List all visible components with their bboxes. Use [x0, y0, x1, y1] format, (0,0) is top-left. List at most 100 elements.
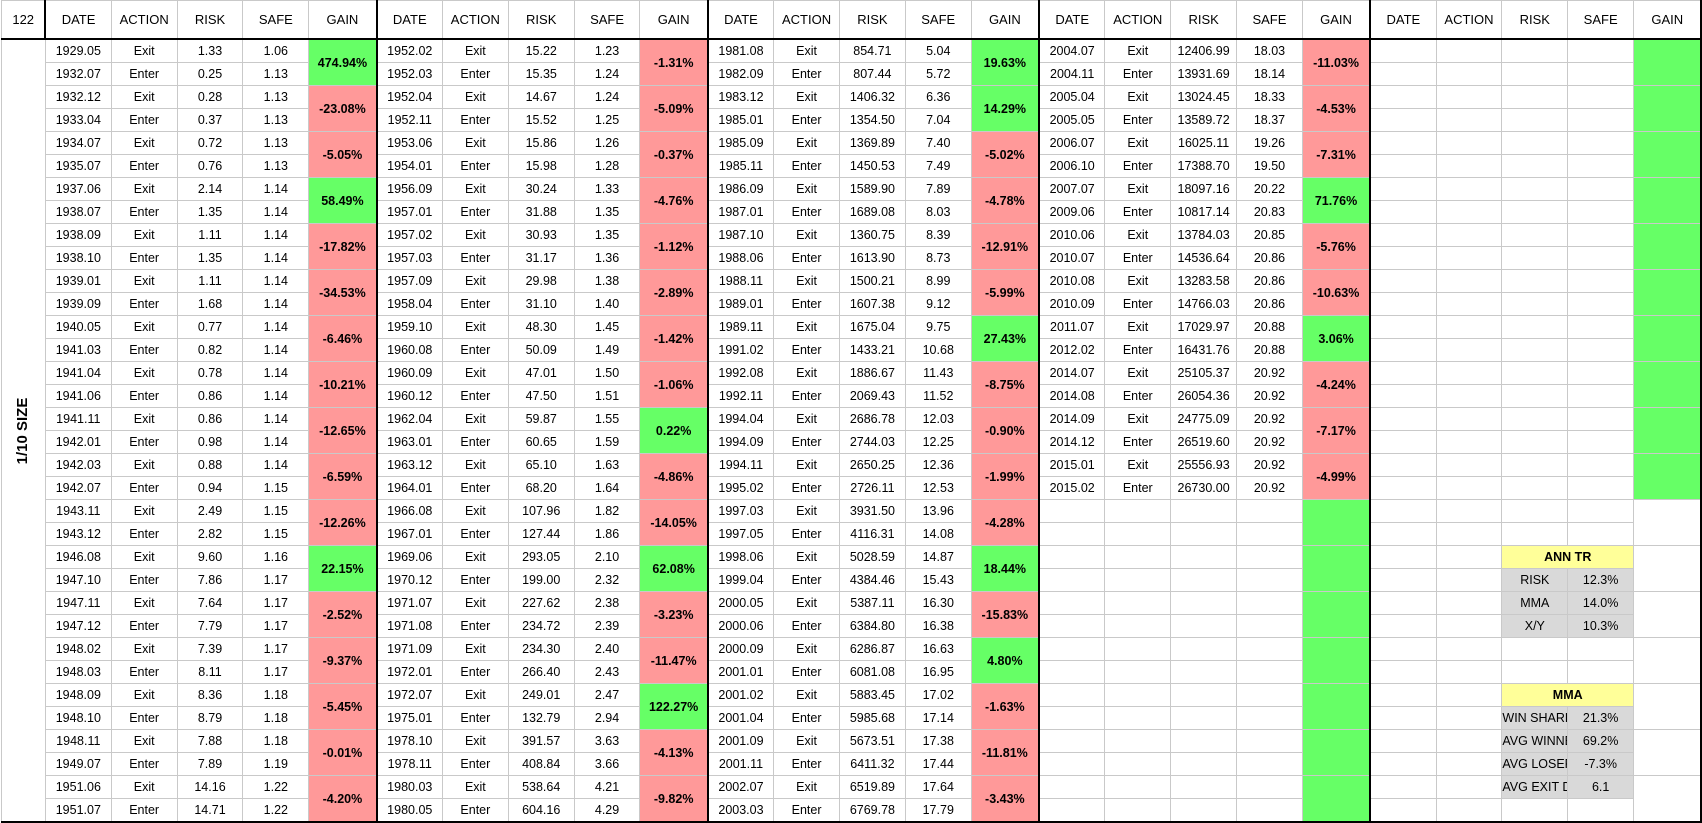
cell-risk[interactable]: 5028.59: [838, 545, 906, 569]
cell-gain[interactable]: -4.20%: [308, 775, 378, 823]
cell-date[interactable]: [1369, 38, 1437, 63]
cell-date[interactable]: 1971.08: [375, 614, 443, 638]
cell-date[interactable]: 1951.07: [44, 798, 112, 823]
cell-gain[interactable]: [1633, 637, 1702, 684]
cell-risk[interactable]: 16431.76: [1170, 338, 1238, 362]
mma-avg-winner-label[interactable]: AVG WINNER: [1501, 729, 1569, 753]
cell-gain[interactable]: -4.86%: [639, 453, 709, 500]
cell-risk[interactable]: 1354.50: [838, 108, 906, 132]
cell-action[interactable]: Enter: [1104, 338, 1172, 362]
cell-action[interactable]: Enter: [110, 522, 178, 546]
cell-safe[interactable]: [1567, 38, 1635, 63]
cell-safe[interactable]: 1.18: [242, 683, 310, 707]
cell-risk[interactable]: 1500.21: [838, 269, 906, 293]
cell-risk[interactable]: 1406.32: [838, 85, 906, 109]
cell-safe[interactable]: 20.88: [1236, 315, 1303, 339]
cell-date[interactable]: 1980.03: [375, 775, 443, 799]
cell-risk[interactable]: 31.88: [507, 200, 575, 224]
cell-date[interactable]: 1981.08: [706, 38, 775, 63]
cell-action[interactable]: Enter: [1104, 430, 1172, 454]
cell-action[interactable]: Exit: [1104, 177, 1172, 201]
cell-risk[interactable]: [1170, 568, 1238, 592]
cell-date[interactable]: 2014.12: [1038, 430, 1106, 454]
cell-safe[interactable]: [1567, 131, 1635, 155]
cell-safe[interactable]: 1.06: [242, 38, 310, 63]
cell-risk[interactable]: 15.52: [507, 108, 575, 132]
cell-risk[interactable]: 1450.53: [838, 154, 906, 178]
cell-date[interactable]: 1980.05: [375, 798, 443, 823]
ann-tr-risk-value[interactable]: 12.3%: [1567, 568, 1635, 592]
cell-risk[interactable]: 13784.03: [1170, 223, 1238, 247]
cell-gain[interactable]: -1.63%: [970, 683, 1040, 730]
cell-gain[interactable]: -6.46%: [308, 315, 378, 362]
cell-date[interactable]: 1949.07: [44, 752, 112, 776]
mma-title[interactable]: MMA: [1501, 683, 1635, 707]
cell-date[interactable]: 1958.04: [375, 292, 443, 316]
cell-risk[interactable]: 13024.45: [1170, 85, 1238, 109]
cell-date[interactable]: 2001.04: [706, 706, 775, 730]
cell-safe[interactable]: 3.66: [573, 752, 641, 776]
cell-safe[interactable]: 1.15: [242, 522, 310, 546]
cell-safe[interactable]: 1.16: [242, 545, 310, 569]
cell-risk[interactable]: 13931.69: [1170, 62, 1238, 86]
cell-date[interactable]: [1369, 545, 1437, 569]
cell-risk[interactable]: [1501, 223, 1569, 247]
cell-safe[interactable]: 5.72: [904, 62, 972, 86]
cell-risk[interactable]: 14.16: [176, 775, 244, 799]
column-header-action[interactable]: ACTION: [1435, 0, 1503, 40]
cell-date[interactable]: [1369, 752, 1437, 776]
cell-safe[interactable]: 16.30: [904, 591, 972, 615]
cell-action[interactable]: [1104, 499, 1172, 523]
cell-date[interactable]: 2004.11: [1038, 62, 1106, 86]
cell-action[interactable]: Exit: [773, 775, 840, 799]
cell-action[interactable]: Enter: [441, 614, 509, 638]
cell-date[interactable]: 1985.09: [706, 131, 775, 155]
cell-safe[interactable]: [1236, 706, 1303, 730]
cell-gain[interactable]: [1633, 499, 1702, 546]
cell-risk[interactable]: 1.35: [176, 200, 244, 224]
cell-action[interactable]: Exit: [1104, 38, 1172, 63]
cell-action[interactable]: Enter: [441, 752, 509, 776]
cell-safe[interactable]: [1567, 223, 1635, 247]
cell-action[interactable]: [1104, 660, 1172, 684]
cell-safe[interactable]: 17.38: [904, 729, 972, 753]
cell-action[interactable]: [1104, 637, 1172, 661]
cell-safe[interactable]: 1.23: [573, 38, 641, 63]
cell-safe[interactable]: [1567, 407, 1635, 431]
column-header-risk[interactable]: RISK: [176, 0, 244, 40]
cell-action[interactable]: Exit: [773, 683, 840, 707]
cell-action[interactable]: [1435, 637, 1503, 661]
cell-gain[interactable]: [1301, 637, 1371, 684]
cell-action[interactable]: Exit: [773, 223, 840, 247]
cell-action[interactable]: Enter: [441, 246, 509, 270]
cell-gain[interactable]: -5.09%: [639, 85, 709, 132]
cell-gain[interactable]: 22.15%: [308, 545, 378, 592]
cell-safe[interactable]: 20.92: [1236, 476, 1303, 500]
cell-date[interactable]: 1989.01: [706, 292, 775, 316]
cell-action[interactable]: Enter: [110, 292, 178, 316]
cell-risk[interactable]: 1675.04: [838, 315, 906, 339]
cell-action[interactable]: [1435, 706, 1503, 730]
cell-date[interactable]: [1038, 798, 1106, 823]
cell-gain[interactable]: [1633, 683, 1702, 730]
cell-safe[interactable]: 1.18: [242, 729, 310, 753]
cell-risk[interactable]: [1501, 154, 1569, 178]
cell-date[interactable]: 1957.02: [375, 223, 443, 247]
cell-action[interactable]: [1435, 476, 1503, 500]
cell-safe[interactable]: 14.08: [904, 522, 972, 546]
cell-date[interactable]: 1963.01: [375, 430, 443, 454]
cell-date[interactable]: [1038, 775, 1106, 799]
cell-safe[interactable]: 1.36: [573, 246, 641, 270]
cell-action[interactable]: Exit: [110, 591, 178, 615]
mma-win-share-label[interactable]: WIN SHARE: [1501, 706, 1569, 730]
cell-safe[interactable]: 2.40: [573, 637, 641, 661]
cell-date[interactable]: [1038, 568, 1106, 592]
cell-risk[interactable]: 31.10: [507, 292, 575, 316]
cell-risk[interactable]: 266.40: [507, 660, 575, 684]
cell-safe[interactable]: 1.17: [242, 660, 310, 684]
cell-action[interactable]: [1435, 177, 1503, 201]
cell-date[interactable]: 1972.01: [375, 660, 443, 684]
cell-date[interactable]: [1369, 476, 1437, 500]
cell-action[interactable]: [1435, 85, 1503, 109]
cell-action[interactable]: [1435, 660, 1503, 684]
